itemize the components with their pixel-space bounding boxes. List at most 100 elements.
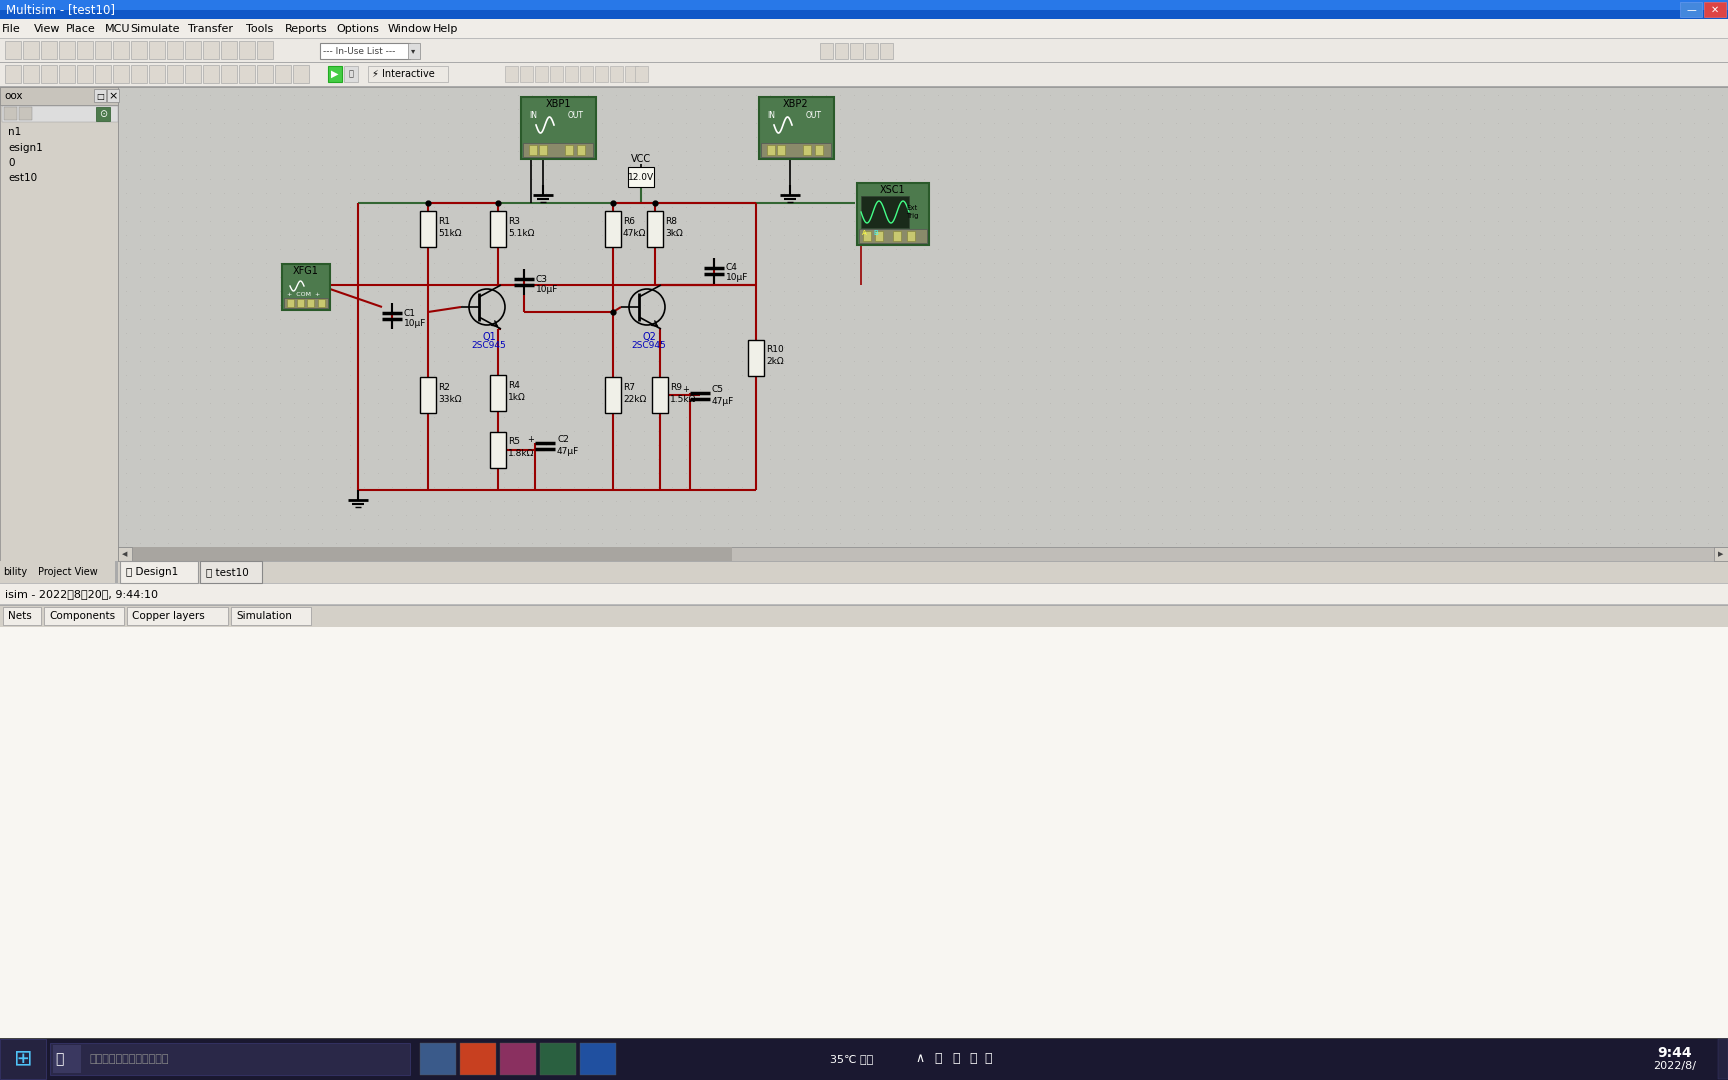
Bar <box>119 561 199 583</box>
Bar <box>491 211 506 247</box>
Bar <box>499 1043 536 1075</box>
Text: OUT: OUT <box>805 110 823 120</box>
Text: VCC: VCC <box>631 154 651 164</box>
Bar <box>0 87 118 105</box>
Bar <box>221 65 237 83</box>
Bar <box>318 299 325 307</box>
Bar <box>149 65 164 83</box>
Bar <box>185 41 200 59</box>
Bar <box>112 65 130 83</box>
Bar <box>577 145 586 156</box>
Text: B: B <box>873 230 878 237</box>
Text: 1.8kΩ: 1.8kΩ <box>508 449 534 459</box>
Bar <box>594 66 608 82</box>
Text: 🔍: 🔍 <box>55 1052 64 1066</box>
Bar <box>420 1043 456 1075</box>
Text: 10μF: 10μF <box>536 284 558 294</box>
Text: 10μF: 10μF <box>404 319 427 327</box>
Bar <box>1704 2 1726 17</box>
Bar <box>565 145 574 156</box>
Text: R5: R5 <box>508 437 520 446</box>
Text: MCU: MCU <box>104 24 130 33</box>
Bar <box>893 231 900 241</box>
Text: ▶: ▶ <box>332 69 339 79</box>
Text: ⊙: ⊙ <box>98 109 107 119</box>
Text: 35℃ 多云: 35℃ 多云 <box>829 1054 873 1064</box>
Text: 33kΩ: 33kΩ <box>437 394 461 404</box>
Text: ✕: ✕ <box>1711 5 1719 15</box>
Text: +  COM  +: + COM + <box>287 293 320 297</box>
Text: --- In-Use List ---: --- In-Use List --- <box>323 46 396 55</box>
Text: R3: R3 <box>508 216 520 226</box>
Bar <box>0 0 1728 10</box>
Bar <box>520 66 532 82</box>
Text: A: A <box>862 230 867 237</box>
Bar <box>850 43 862 59</box>
Bar <box>131 546 733 561</box>
Text: C1: C1 <box>404 309 416 318</box>
Text: n1: n1 <box>9 127 21 137</box>
Text: Transfer: Transfer <box>188 24 233 33</box>
Bar <box>221 41 237 59</box>
Text: View: View <box>35 24 60 33</box>
Bar <box>126 607 228 625</box>
Bar <box>168 41 183 59</box>
Bar <box>294 65 309 83</box>
Bar <box>320 43 410 59</box>
Text: R8: R8 <box>665 216 677 226</box>
Text: Trig: Trig <box>905 213 918 219</box>
Text: 0: 0 <box>9 158 14 168</box>
Bar <box>529 145 537 156</box>
Bar <box>581 1043 615 1075</box>
Text: R4: R4 <box>508 380 520 390</box>
Bar <box>605 211 620 247</box>
Bar <box>238 65 256 83</box>
Bar <box>50 1043 410 1075</box>
Bar <box>287 299 294 307</box>
Text: 2SC945: 2SC945 <box>632 341 667 351</box>
Text: Reports: Reports <box>285 24 327 33</box>
Bar <box>131 41 147 59</box>
Bar <box>859 229 926 243</box>
Text: 10μF: 10μF <box>726 273 748 283</box>
Text: 47μF: 47μF <box>556 446 579 456</box>
Bar <box>202 65 219 83</box>
Text: Q1: Q1 <box>482 332 496 342</box>
Text: ∧: ∧ <box>916 1053 924 1066</box>
Bar <box>0 1038 1728 1080</box>
Bar <box>232 607 311 625</box>
Text: Copper layers: Copper layers <box>131 611 204 621</box>
Bar <box>0 627 1728 1047</box>
Bar <box>491 432 506 468</box>
Bar <box>907 231 916 241</box>
Bar <box>420 211 435 247</box>
Bar <box>565 66 577 82</box>
Bar <box>43 607 124 625</box>
Bar <box>748 340 764 376</box>
Bar <box>238 41 256 59</box>
Bar <box>5 41 21 59</box>
Text: R9: R9 <box>670 382 683 391</box>
Bar <box>505 66 518 82</box>
Bar <box>97 107 111 121</box>
Bar <box>131 65 147 83</box>
Bar <box>168 65 183 83</box>
Bar <box>0 605 1728 627</box>
Text: OUT: OUT <box>569 110 584 120</box>
Text: 2022/8/: 2022/8/ <box>1654 1061 1697 1071</box>
Bar <box>257 65 273 83</box>
Bar <box>759 97 835 159</box>
Text: C5: C5 <box>712 384 724 393</box>
Bar <box>605 377 620 413</box>
Bar <box>626 66 638 82</box>
Bar <box>539 1043 575 1075</box>
Text: R10: R10 <box>766 346 785 354</box>
Text: Simulate: Simulate <box>130 24 180 33</box>
Text: ◀: ◀ <box>123 551 128 557</box>
Text: Help: Help <box>432 24 458 33</box>
Bar <box>420 377 435 413</box>
Text: 1kΩ: 1kΩ <box>508 392 525 402</box>
Text: □: □ <box>97 92 104 100</box>
Bar <box>185 65 200 83</box>
Bar <box>116 561 118 583</box>
